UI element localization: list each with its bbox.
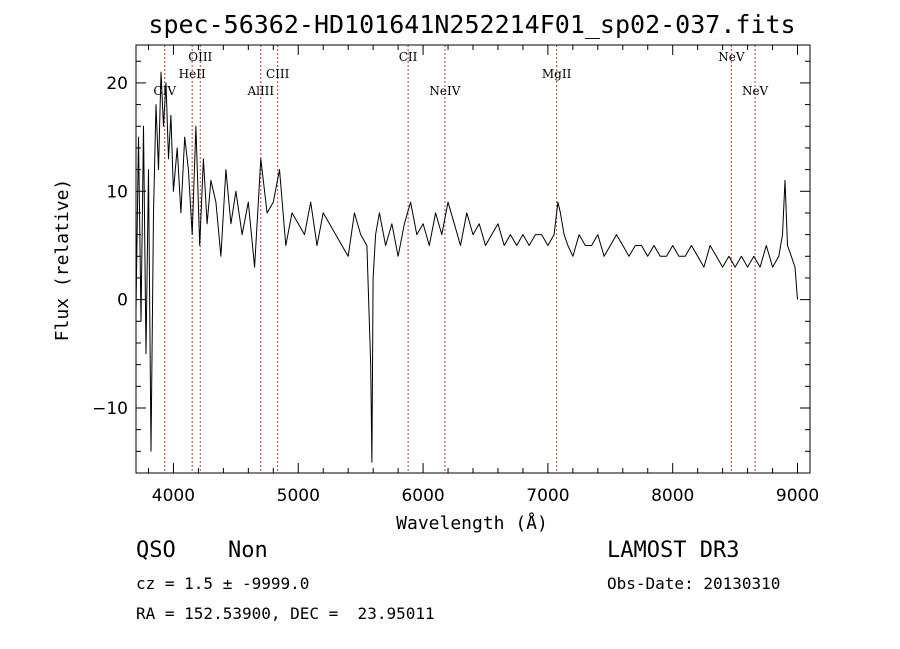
- redshift-readout: cz = 1.5 ± -9999.0: [136, 574, 310, 593]
- observation-date: Obs-Date: 20130310: [607, 574, 781, 593]
- emission-line-label: NeV: [742, 84, 769, 98]
- emission-line-label: CIII: [266, 67, 290, 81]
- object-subclass: Non: [228, 538, 268, 563]
- chart-title: spec-56362-HD101641N252214F01_sp02-037.f…: [148, 10, 795, 39]
- y-axis-label: Flux (relative): [52, 179, 73, 342]
- coordinates-readout: RA = 152.53900, DEC = 23.95011: [136, 604, 435, 623]
- emission-line-label: NeV: [718, 50, 745, 64]
- plot-area: [135, 71, 798, 463]
- emission-line-label: CII: [399, 50, 418, 64]
- survey-name: LAMOST DR3: [607, 538, 740, 563]
- emission-line-label: NeIV: [429, 84, 460, 98]
- emission-line-label: MgII: [542, 67, 572, 81]
- x-tick-label: 4000: [152, 486, 195, 506]
- emission-line-label: OIII: [188, 50, 212, 64]
- emission-line-label: CIV: [153, 84, 176, 98]
- x-tick-label: 7000: [526, 486, 569, 506]
- x-tick-label: 6000: [401, 486, 444, 506]
- emission-line-label: HeII: [179, 67, 206, 81]
- axis-ticks: 4000 5000 6000 7000 8000 9000 −10 0 10 20: [92, 45, 819, 506]
- plot-frame: [135, 44, 811, 474]
- x-tick-label: 9000: [776, 486, 819, 506]
- object-class: QSO: [136, 538, 176, 563]
- x-tick-label: 5000: [277, 486, 320, 506]
- emission-line-label: AlIII: [246, 84, 274, 98]
- y-tick-label: 20: [106, 74, 128, 94]
- x-tick-label: 8000: [651, 486, 694, 506]
- y-tick-label: −10: [92, 399, 128, 419]
- x-axis-label: Wavelength (Å): [396, 512, 548, 534]
- y-tick-label: 10: [106, 182, 128, 202]
- y-tick-label: 0: [117, 291, 128, 311]
- flux-series-line: [135, 71, 798, 463]
